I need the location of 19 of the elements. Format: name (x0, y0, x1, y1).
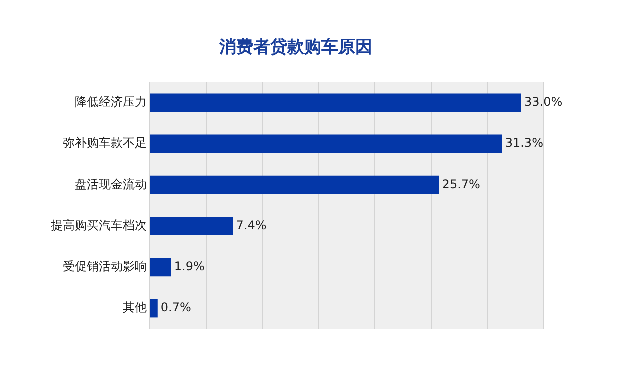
data-label: 25.7% (442, 177, 480, 192)
bar (150, 94, 522, 112)
data-label: 31.3% (505, 136, 544, 150)
bar (150, 299, 158, 318)
data-label: 1.9% (174, 259, 205, 274)
data-label: 33.0% (524, 95, 563, 110)
chart-title: 消费者贷款购车原因 (218, 38, 372, 58)
data-label: 0.7% (160, 300, 192, 315)
data-label: 7.4% (236, 218, 267, 232)
y-tick-label: 提高购买汽车档次 (51, 218, 147, 232)
bar (150, 134, 502, 154)
bar (150, 258, 172, 277)
bar (150, 217, 234, 236)
y-tick-label: 盘活现金流动 (75, 177, 147, 192)
bar (150, 176, 440, 194)
y-tick-label: 受促销活动影响 (63, 259, 147, 274)
y-tick-label: 弥补购车款不足 (63, 136, 147, 150)
y-tick-label: 其他 (123, 300, 147, 315)
y-tick-label: 降低经济压力 (75, 95, 147, 110)
